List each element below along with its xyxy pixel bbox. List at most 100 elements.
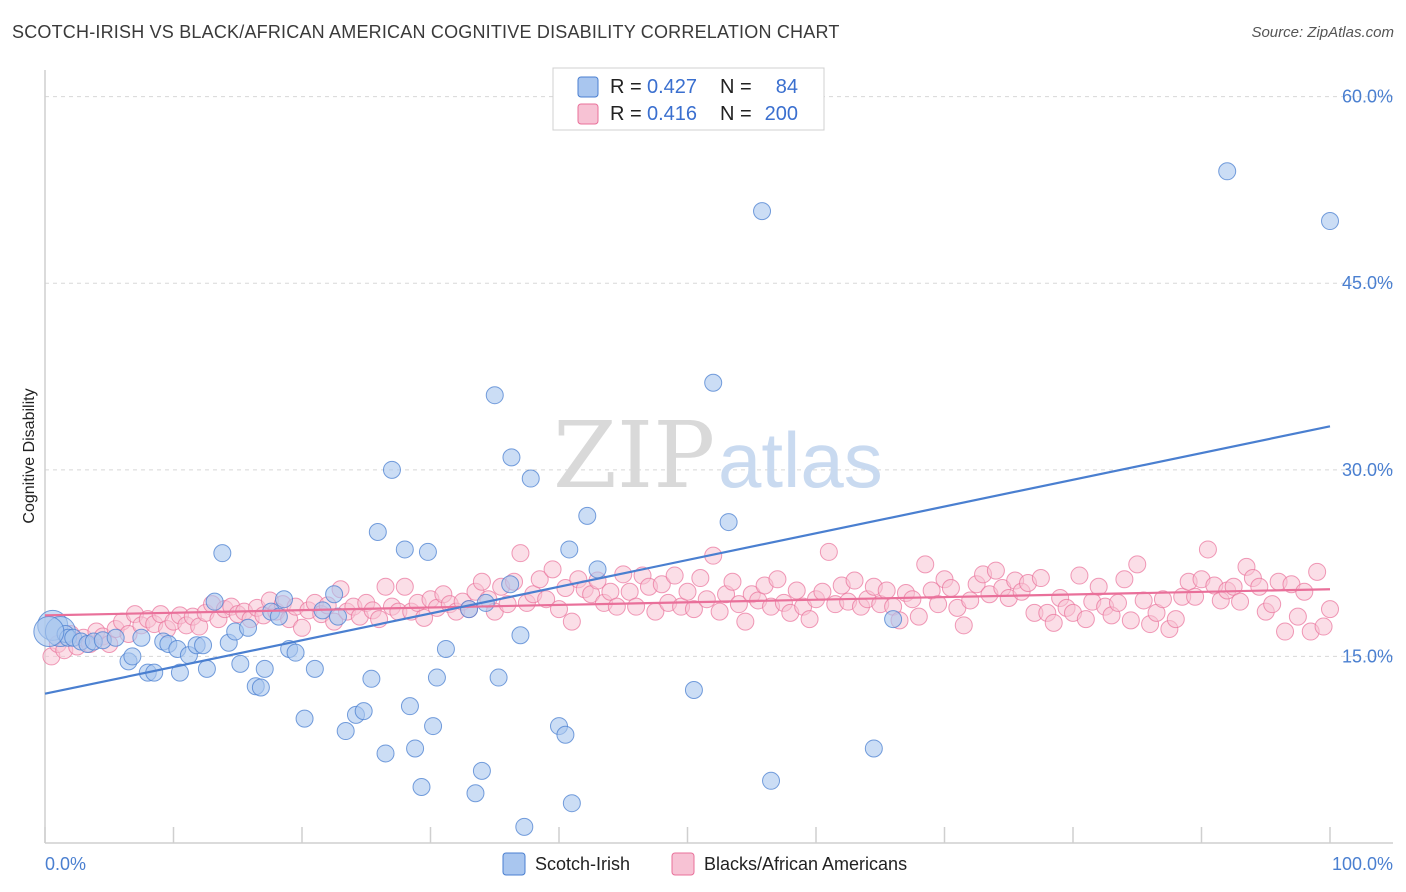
bottom-legend-label-scotch-irish: Scotch-Irish: [535, 854, 630, 874]
point-blacks-166: [1108, 593, 1127, 612]
point-blacks-195: [1295, 582, 1314, 601]
point-scotch-irish-31: [255, 659, 274, 678]
x-tick-labels: 0.0% 100.0%: [45, 854, 1393, 874]
point-blacks-104: [710, 602, 729, 621]
legend-n-label-2: N =: [720, 103, 752, 125]
point-scotch-irish-80: [884, 610, 903, 629]
point-scotch-irish-47: [376, 744, 395, 763]
point-scotch-irish-81: [1218, 162, 1237, 181]
point-blacks-73: [511, 544, 530, 563]
point-scotch-irish-37: [295, 709, 314, 728]
point-scotch-irish-30: [251, 678, 270, 697]
legend-swatch-pink: [577, 103, 599, 125]
point-blacks-116: [787, 581, 806, 600]
legend-swatch-blue: [577, 76, 599, 98]
watermark-zip: ZIP: [553, 402, 715, 509]
point-blacks-90: [620, 582, 639, 601]
point-scotch-irish-79: [864, 739, 883, 758]
point-blacks-175: [1166, 610, 1185, 629]
point-blacks-87: [601, 582, 620, 601]
point-scotch-irish-77: [753, 202, 772, 221]
point-blacks-100: [684, 600, 703, 619]
point-scotch-irish-66: [515, 817, 534, 836]
point-blacks-167: [1115, 570, 1134, 589]
point-blacks-136: [916, 555, 935, 574]
point-scotch-irish-48: [382, 460, 401, 479]
point-scotch-irish-73: [588, 560, 607, 579]
point-blacks-39: [293, 618, 311, 637]
point-scotch-irish-23: [205, 592, 224, 611]
watermark-atlas: atlas: [718, 416, 883, 504]
point-scotch-irish-56: [436, 639, 455, 658]
point-blacks-130: [877, 581, 896, 600]
bottom-legend-swatch-blue: [502, 852, 526, 876]
point-scotch-irish-72: [578, 506, 597, 525]
point-blacks-120: [813, 582, 832, 601]
y-axis-label: Cognitive Disability: [21, 388, 38, 523]
point-blacks-178: [1186, 587, 1205, 606]
point-scotch-irish-44: [354, 702, 373, 721]
point-blacks-101: [691, 569, 710, 588]
point-scotch-irish-50: [400, 697, 419, 716]
point-blacks-156: [1044, 613, 1063, 632]
point-blacks-161: [1076, 610, 1095, 629]
point-blacks-142: [954, 616, 973, 635]
point-blacks-88: [607, 597, 626, 616]
point-scotch-irish-82: [1321, 212, 1339, 231]
legend-n-value-2: 200: [765, 103, 798, 125]
point-blacks-95: [652, 575, 671, 594]
point-scotch-irish-11: [123, 647, 142, 666]
legend-r-value-2: 0.416: [647, 103, 697, 125]
point-scotch-irish-40: [325, 585, 344, 604]
point-scotch-irish-33: [269, 607, 288, 626]
point-scotch-irish-52: [412, 778, 431, 797]
point-blacks-106: [723, 572, 742, 591]
point-blacks-99: [678, 582, 697, 601]
point-scotch-irish-71: [562, 794, 581, 813]
point-scotch-irish-76: [719, 513, 738, 532]
point-scotch-irish-22: [197, 659, 216, 678]
legend-r-label-1: R =: [610, 76, 642, 98]
point-scotch-irish-49: [395, 540, 414, 559]
point-blacks-52: [376, 577, 395, 596]
point-blacks-199: [1321, 600, 1339, 619]
point-blacks-173: [1153, 590, 1172, 609]
point-blacks-188: [1250, 577, 1269, 596]
point-blacks-118: [800, 610, 819, 629]
point-scotch-irish-18: [170, 663, 189, 682]
point-blacks-147: [986, 561, 1005, 580]
point-blacks-194: [1288, 607, 1307, 626]
point-scotch-irish-62: [489, 668, 508, 687]
point-blacks-125: [845, 571, 864, 590]
y-tick-label-0: 15.0%: [1342, 646, 1393, 666]
legend-n-value-1: 84: [776, 76, 798, 98]
point-blacks-140: [941, 579, 960, 597]
x-ticks: [44, 827, 1331, 843]
point-scotch-irish-75: [704, 373, 723, 392]
y-tick-label-3: 60.0%: [1342, 87, 1393, 107]
point-scotch-irish-74: [684, 681, 703, 699]
x-tick-label-0: 0.0%: [45, 854, 86, 874]
point-blacks-108: [736, 612, 755, 631]
point-scotch-irish-24: [213, 544, 232, 563]
point-scotch-irish-78: [762, 771, 781, 790]
point-blacks-169: [1128, 555, 1147, 574]
point-scotch-irish-42: [336, 722, 355, 741]
point-blacks-198: [1314, 617, 1333, 636]
point-scotch-irish-38: [305, 659, 324, 678]
point-blacks-192: [1276, 622, 1295, 641]
point-scotch-irish-63: [501, 575, 520, 594]
point-scotch-irish-12: [132, 628, 151, 647]
x-tick-label-1: 100.0%: [1332, 854, 1393, 874]
point-blacks-134: [903, 590, 922, 609]
point-blacks-143: [961, 591, 980, 610]
point-blacks-97: [665, 566, 684, 585]
point-scotch-irish-69: [556, 725, 575, 744]
point-scotch-irish-28: [239, 618, 258, 637]
point-blacks-91: [627, 597, 646, 616]
point-scotch-irish-53: [418, 542, 437, 561]
legend-r-value-1: 0.427: [647, 76, 697, 98]
point-blacks-135: [909, 607, 928, 626]
point-blacks-76: [530, 570, 549, 589]
